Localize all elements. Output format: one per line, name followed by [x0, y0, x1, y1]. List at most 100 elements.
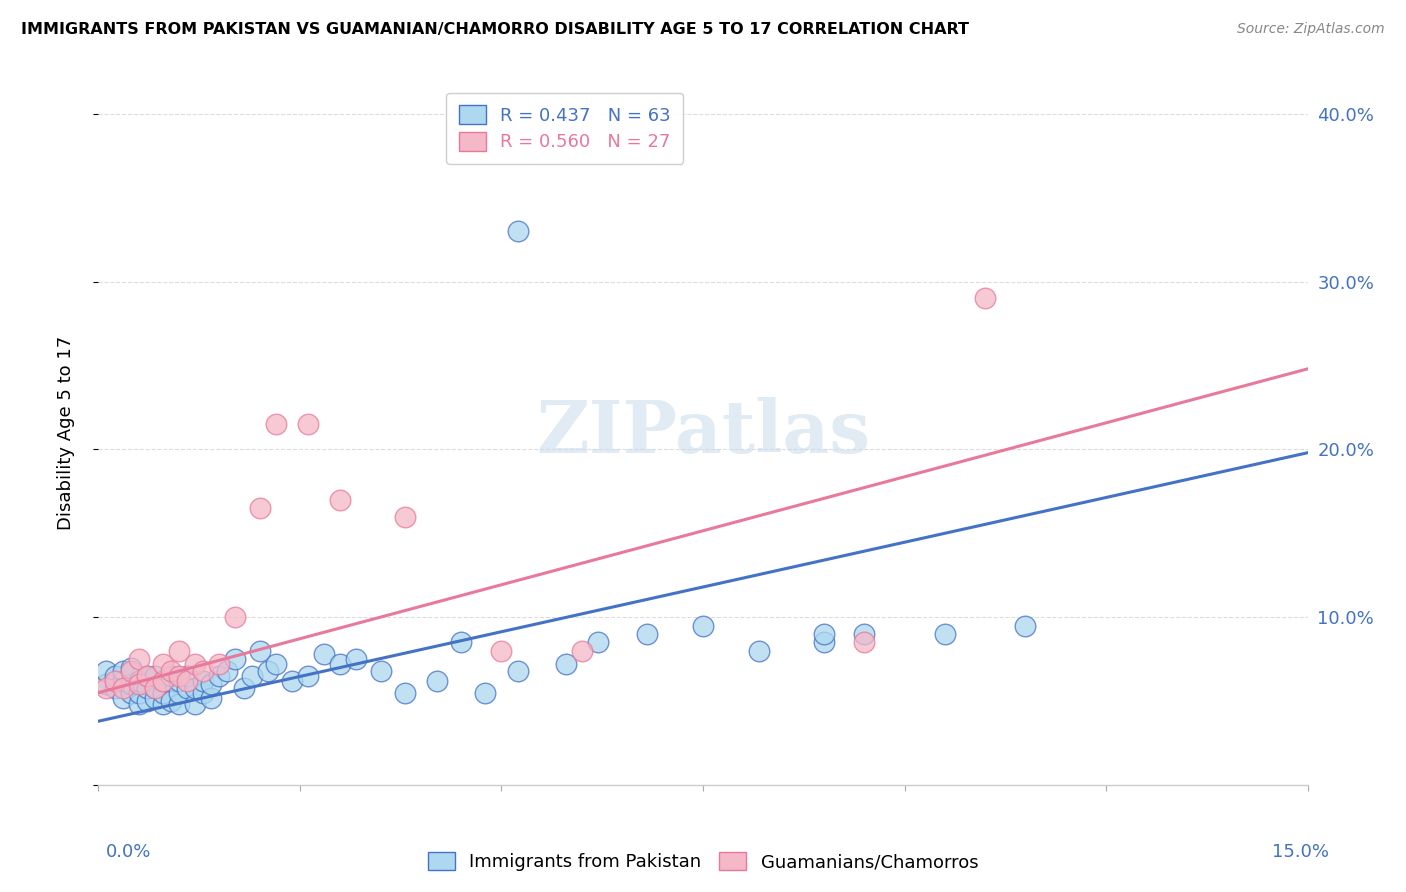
Point [217, 664, 239, 678]
Point [506, 224, 529, 238]
Point [128, 698, 150, 712]
Text: 15.0%: 15.0% [1271, 843, 1329, 861]
Point [143, 681, 166, 695]
Point [103, 673, 125, 688]
Point [692, 618, 714, 632]
Point [160, 669, 183, 683]
Y-axis label: Disability Age 5 to 17: Disability Age 5 to 17 [56, 335, 75, 530]
Point [184, 681, 207, 695]
Point [176, 669, 198, 683]
Point [143, 681, 166, 695]
Point [120, 664, 142, 678]
Point [394, 509, 416, 524]
Legend: Immigrants from Pakistan, Guamanians/Chamorros: Immigrants from Pakistan, Guamanians/Cha… [420, 845, 986, 879]
Point [1014, 618, 1036, 632]
Text: ZIPatlas: ZIPatlas [536, 397, 870, 468]
Point [281, 673, 304, 688]
Point [167, 673, 190, 688]
Point [135, 681, 157, 695]
Point [329, 492, 352, 507]
Point [167, 644, 190, 658]
Point [167, 686, 190, 700]
Point [224, 652, 246, 666]
Point [853, 627, 876, 641]
Point [450, 635, 472, 649]
Point [111, 664, 134, 678]
Point [249, 501, 271, 516]
Point [184, 698, 207, 712]
Point [128, 673, 150, 688]
Point [370, 664, 392, 678]
Point [152, 698, 174, 712]
Point [571, 644, 593, 658]
Legend: R = 0.437   N = 63, R = 0.560   N = 27: R = 0.437 N = 63, R = 0.560 N = 27 [446, 93, 683, 164]
Point [167, 698, 190, 712]
Point [143, 690, 166, 705]
Point [586, 635, 609, 649]
Point [96, 664, 118, 678]
Point [297, 669, 319, 683]
Point [152, 673, 174, 688]
Point [143, 669, 166, 683]
Point [176, 673, 198, 688]
Point [111, 681, 134, 695]
Point [128, 686, 150, 700]
Text: 0.0%: 0.0% [105, 843, 150, 861]
Point [344, 652, 367, 666]
Point [813, 627, 835, 641]
Point [193, 673, 215, 688]
Point [426, 673, 449, 688]
Point [491, 644, 513, 658]
Point [103, 681, 125, 695]
Point [152, 686, 174, 700]
Text: Source: ZipAtlas.com: Source: ZipAtlas.com [1237, 22, 1385, 37]
Point [974, 292, 997, 306]
Point [224, 610, 246, 624]
Point [135, 669, 157, 683]
Point [636, 627, 658, 641]
Point [152, 673, 174, 688]
Point [128, 652, 150, 666]
Point [240, 669, 263, 683]
Point [297, 417, 319, 432]
Point [103, 669, 125, 683]
Point [120, 660, 142, 674]
Point [314, 647, 336, 661]
Point [96, 681, 118, 695]
Point [474, 686, 496, 700]
Point [120, 677, 142, 691]
Point [264, 417, 287, 432]
Text: IMMIGRANTS FROM PAKISTAN VS GUAMANIAN/CHAMORRO DISABILITY AGE 5 TO 17 CORRELATIO: IMMIGRANTS FROM PAKISTAN VS GUAMANIAN/CH… [21, 22, 969, 37]
Point [329, 657, 352, 672]
Point [193, 686, 215, 700]
Point [748, 644, 770, 658]
Point [232, 681, 254, 695]
Point [193, 664, 215, 678]
Point [160, 694, 183, 708]
Point [135, 694, 157, 708]
Point [135, 669, 157, 683]
Point [813, 635, 835, 649]
Point [394, 686, 416, 700]
Point [934, 627, 956, 641]
Point [264, 657, 287, 672]
Point [506, 664, 529, 678]
Point [111, 690, 134, 705]
Point [200, 677, 222, 691]
Point [152, 657, 174, 672]
Point [96, 677, 118, 691]
Point [256, 664, 278, 678]
Point [184, 657, 207, 672]
Point [555, 657, 578, 672]
Point [120, 686, 142, 700]
Point [128, 677, 150, 691]
Point [249, 644, 271, 658]
Point [111, 673, 134, 688]
Point [160, 664, 183, 678]
Point [208, 657, 231, 672]
Point [176, 681, 198, 695]
Point [208, 669, 231, 683]
Point [167, 669, 190, 683]
Point [200, 690, 222, 705]
Point [853, 635, 876, 649]
